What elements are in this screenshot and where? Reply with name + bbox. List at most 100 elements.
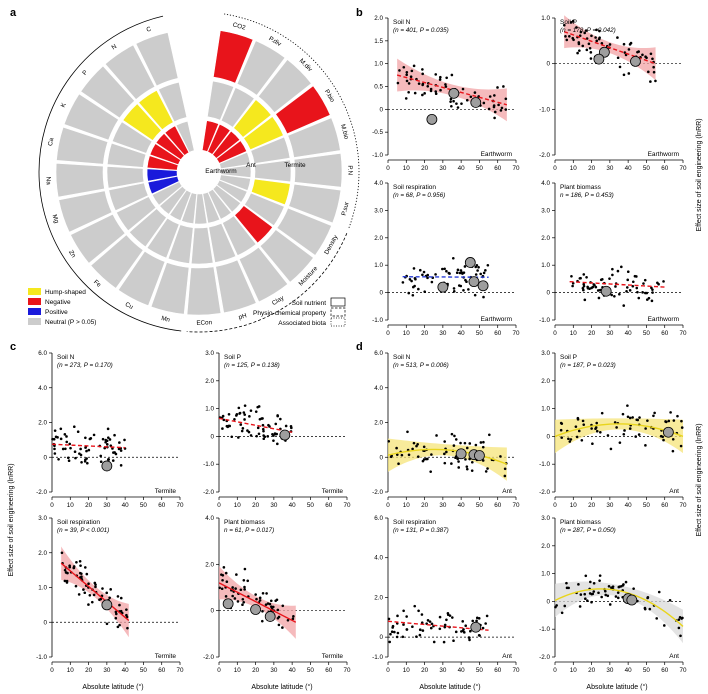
data-point <box>242 578 246 582</box>
y-tick-label: 1.0 <box>38 585 47 592</box>
data-point <box>449 97 453 101</box>
data-point <box>61 447 65 451</box>
data-point <box>622 42 626 46</box>
data-point <box>454 456 457 460</box>
data-point <box>220 587 224 591</box>
x-tick-label: 50 <box>643 502 651 509</box>
data-point <box>421 93 424 97</box>
y-tick-label: -2.0 <box>203 654 214 661</box>
data-point <box>221 427 224 430</box>
y-tick-label: 4.0 <box>205 515 214 522</box>
data-point <box>607 584 611 588</box>
panel-stat: (n = 273, P = 0.170) <box>57 362 113 369</box>
panel-b1: -1.0 -0.5 0 0.5 1.0 1.5 2.0 0 10 20 30 40 50 60 70 Soil… <box>372 15 520 172</box>
bracket-legend-swatch <box>330 307 346 317</box>
data-point <box>237 436 240 439</box>
data-point <box>628 427 632 430</box>
taxon-label: Earthworm <box>648 151 679 158</box>
data-point <box>581 44 585 48</box>
data-point <box>402 609 405 613</box>
data-point <box>618 585 622 588</box>
fit-line <box>569 280 665 288</box>
data-point <box>268 425 271 428</box>
data-point <box>292 615 295 618</box>
y-tick-label: 0 <box>546 598 550 605</box>
data-point <box>105 443 109 446</box>
data-point <box>53 452 57 455</box>
x-tick-label: 30 <box>270 502 278 509</box>
data-point <box>503 474 507 478</box>
data-point <box>646 596 650 599</box>
data-point <box>239 423 243 426</box>
data-point <box>53 429 57 432</box>
x-tick-label: 10 <box>403 502 411 509</box>
data-point <box>618 292 621 296</box>
data-point <box>671 437 675 441</box>
data-point <box>113 451 116 454</box>
outer-label: pH <box>238 312 248 321</box>
data-point <box>276 414 279 417</box>
data-point <box>592 590 596 593</box>
site-mean-point <box>464 257 476 268</box>
data-point <box>648 607 652 611</box>
data-point <box>497 103 500 107</box>
x-tick-label: 30 <box>439 330 447 337</box>
data-point <box>451 616 454 619</box>
data-point <box>596 289 600 292</box>
y-tick-label: -2.0 <box>539 654 550 661</box>
data-point <box>276 442 279 446</box>
taxon-label: Earthworm <box>481 316 512 323</box>
fit-line <box>60 562 130 622</box>
data-point <box>652 414 655 418</box>
data-point <box>111 447 114 450</box>
sector-termite <box>259 229 314 283</box>
sector-termite <box>276 207 332 256</box>
data-point <box>410 69 414 73</box>
sector-termite <box>215 259 257 314</box>
data-point <box>590 34 593 38</box>
data-point <box>606 594 610 598</box>
data-point <box>443 625 447 629</box>
panel-label-a: a <box>10 7 17 19</box>
sector-ant <box>220 87 255 128</box>
data-point <box>87 448 91 452</box>
data-point <box>264 603 268 606</box>
data-point <box>590 286 593 290</box>
data-point <box>236 600 240 603</box>
data-point <box>455 102 458 105</box>
y-tick-label: 0 <box>546 290 550 297</box>
data-point <box>649 80 652 83</box>
x-tick-label: 0 <box>386 667 390 674</box>
data-point <box>106 427 110 431</box>
data-point <box>388 640 392 644</box>
x-tick-label: 0 <box>553 330 557 337</box>
x-tick-label: 40 <box>289 502 297 509</box>
sector-ant <box>138 89 174 131</box>
site-mean-point <box>437 281 449 293</box>
data-point <box>452 99 455 103</box>
bracket-biota <box>223 13 360 229</box>
taxon-label: Ant <box>669 488 679 495</box>
data-point <box>119 449 123 452</box>
data-point <box>677 618 681 621</box>
y-tick-label: 2.0 <box>541 235 550 242</box>
data-point <box>67 459 71 463</box>
data-point <box>650 299 654 303</box>
data-point <box>590 427 593 430</box>
data-point <box>669 411 672 414</box>
data-point <box>407 291 411 295</box>
panel-stat: (n = 39, P < 0.001) <box>57 527 109 534</box>
x-tick-label: 60 <box>661 330 669 337</box>
y-tick-label: 0 <box>379 290 383 297</box>
data-point <box>611 273 614 277</box>
site-mean-point <box>222 598 234 610</box>
data-point <box>86 461 89 465</box>
data-point <box>108 596 111 600</box>
x-tick-label: 20 <box>421 330 429 337</box>
data-point <box>429 89 433 93</box>
data-point <box>584 574 588 578</box>
data-point <box>64 447 67 451</box>
x-tick-label: 70 <box>176 502 184 509</box>
y-tick-label: 4.0 <box>38 385 47 392</box>
x-tick-label: 50 <box>476 330 484 337</box>
